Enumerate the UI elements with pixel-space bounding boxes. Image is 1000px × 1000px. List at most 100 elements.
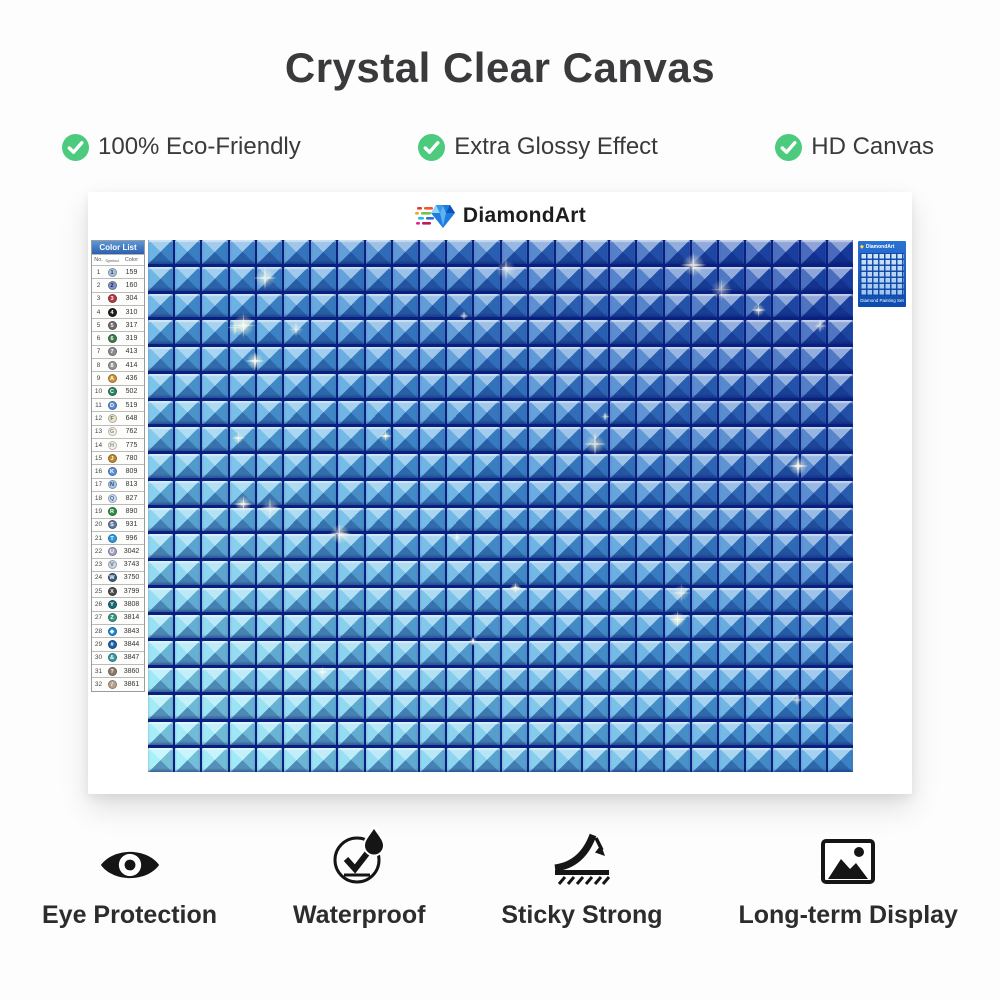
color-dmc-code: 414 — [125, 361, 138, 369]
diamond-tile — [148, 320, 174, 344]
diamond-tile — [365, 427, 391, 451]
color-symbol-badge: 4 — [107, 307, 117, 317]
diamond-tile — [610, 561, 636, 585]
color-list-row: 29 #3844 — [92, 637, 144, 651]
diamond-tile — [800, 320, 826, 344]
color-dmc-code: 827 — [125, 494, 138, 502]
diamond-tile — [283, 427, 310, 451]
diamond-tile — [283, 561, 310, 585]
color-list-row: 13 G 762 — [92, 424, 144, 438]
diamond-tile — [800, 507, 826, 532]
diamond-tile — [637, 748, 663, 772]
color-symbol-badge: R — [107, 506, 117, 516]
kit-box-brand: ◆ DiamondArt — [860, 244, 904, 251]
diamond-tile — [148, 587, 174, 612]
diamond-tile — [419, 266, 446, 291]
diamond-tile — [501, 587, 527, 612]
diamond-tile — [474, 347, 500, 371]
diamond-tile — [283, 694, 310, 719]
color-row-number: 32 — [94, 680, 103, 688]
diamond-tile — [365, 293, 391, 318]
color-list-row: 12 F 648 — [92, 411, 144, 425]
color-list-row: 2 2 160 — [92, 278, 144, 292]
color-dmc-code: 317 — [125, 321, 138, 329]
diamond-tile — [365, 480, 391, 505]
check-circle-icon — [775, 133, 803, 161]
diamond-tile — [719, 427, 745, 451]
color-symbol-badge: / — [107, 679, 117, 689]
diamond-tile — [283, 240, 310, 264]
color-dmc-code: 160 — [125, 281, 138, 289]
diamond-tile — [583, 240, 609, 264]
diamond-tile — [773, 266, 799, 291]
color-symbol-badge: G — [107, 427, 117, 437]
diamond-tile — [419, 534, 446, 558]
diamond-tile — [229, 561, 255, 585]
diamond-tile — [800, 641, 826, 665]
color-list: Color List No. Symbol Color 1 1 159 2 2 160 3 3… — [91, 240, 145, 692]
diamond-tile — [637, 641, 663, 665]
diamond-tile — [719, 668, 745, 692]
color-dmc-code: 3861 — [123, 680, 140, 688]
diamond-tile — [311, 641, 337, 665]
diamond-tile — [610, 347, 636, 371]
diamond-tile — [338, 293, 364, 318]
diamond-tile — [555, 347, 582, 371]
diamond-tile — [447, 427, 473, 451]
diamond-tile — [283, 748, 310, 772]
diamond-tile — [311, 534, 337, 558]
color-row-number: 26 — [94, 601, 103, 609]
diamond-tile — [311, 507, 337, 532]
diamond-tile — [474, 534, 500, 558]
diamond-tile — [555, 721, 582, 746]
color-dmc-code: 319 — [125, 335, 138, 343]
diamond-tile — [583, 454, 609, 478]
color-list-row: 30 & 3847 — [92, 650, 144, 664]
diamond-tile — [202, 427, 228, 451]
color-row-number: 14 — [94, 441, 103, 449]
color-list-row: 8 8 414 — [92, 358, 144, 372]
header-color: Color — [124, 257, 139, 263]
diamond-tile — [691, 320, 718, 344]
diamond-tile — [392, 534, 418, 558]
color-dmc-code: 809 — [125, 468, 138, 476]
color-dmc-code: 996 — [125, 534, 138, 542]
diamond-tile — [365, 400, 391, 425]
diamond-tile — [664, 507, 690, 532]
diamond-tile — [637, 561, 663, 585]
color-list-row: 25 X 3799 — [92, 584, 144, 598]
diamond-tile — [392, 480, 418, 505]
diamond-tile — [555, 507, 582, 532]
diamond-tile — [419, 240, 446, 264]
diamond-tile — [202, 668, 228, 692]
diamond-tile — [691, 721, 718, 746]
color-dmc-code: 931 — [125, 521, 138, 529]
diamond-tile — [283, 534, 310, 558]
diamond-tile — [283, 614, 310, 639]
diamond-tile — [175, 373, 201, 398]
color-list-row: 11 D 519 — [92, 397, 144, 412]
diamond-tile — [800, 614, 826, 639]
diamond-tile — [583, 561, 609, 585]
diamond-tile — [256, 427, 282, 451]
diamond-tile — [637, 373, 663, 398]
diamond-tile — [691, 454, 718, 478]
diamond-tile — [773, 293, 799, 318]
diamond-tile — [746, 480, 772, 505]
diamond-tile — [827, 587, 853, 612]
diamond-tile — [202, 561, 228, 585]
diamond-tile — [392, 293, 418, 318]
diamond-tile — [175, 614, 201, 639]
diamond-tile — [800, 240, 826, 264]
color-list-row: 9 A 436 — [92, 371, 144, 385]
diamond-tile — [365, 373, 391, 398]
diamond-tile — [175, 641, 201, 665]
diamond-tile — [392, 454, 418, 478]
diamond-tile — [256, 240, 282, 264]
diamond-tile — [746, 561, 772, 585]
diamond-tile — [691, 240, 718, 264]
diamond-tile — [175, 320, 201, 344]
diamond-tile — [419, 480, 446, 505]
diamond-tile — [664, 561, 690, 585]
diamond-tile — [501, 454, 527, 478]
